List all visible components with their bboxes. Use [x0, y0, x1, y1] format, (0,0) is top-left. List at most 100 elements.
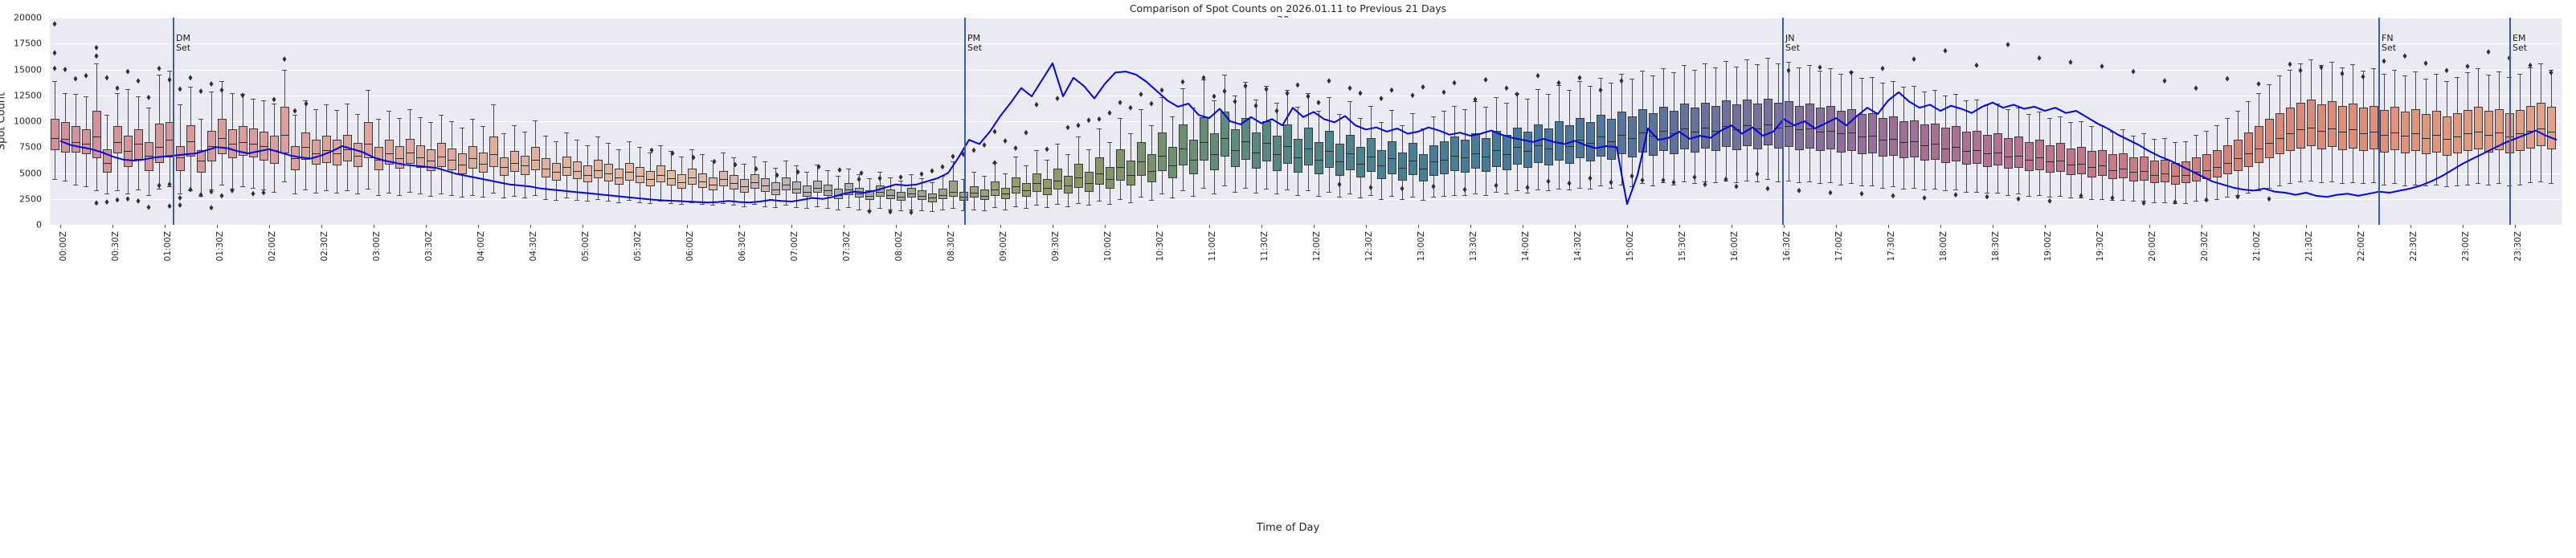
outlier-marker: [1859, 190, 1864, 197]
outlier-marker: [1546, 178, 1551, 185]
box: [509, 151, 519, 173]
y-tick-label: 12500: [14, 90, 42, 101]
median-line: [1951, 147, 1961, 149]
median-line: [1199, 141, 1208, 143]
median-line: [1188, 159, 1198, 161]
y-tick-label: 15000: [14, 64, 42, 75]
outlier-marker: [1306, 93, 1310, 100]
median-line: [468, 158, 477, 160]
outlier-marker: [63, 67, 67, 72]
whisker-cap: [2329, 181, 2334, 182]
median-line: [1784, 126, 1793, 128]
outlier-marker: [712, 158, 717, 165]
whisker-cap: [1400, 198, 1405, 200]
whisker-cap: [460, 197, 464, 198]
outlier-marker: [2204, 197, 2209, 203]
whisker-cap: [449, 194, 454, 196]
whisker-cap: [742, 163, 746, 165]
box: [426, 149, 435, 171]
box: [1230, 129, 1240, 167]
outlier-marker: [157, 65, 162, 71]
x-tick-label: 02:30Z: [320, 231, 329, 262]
whisker-cap: [1870, 185, 1875, 186]
whisker-cap: [648, 202, 652, 204]
whisker-cap: [178, 193, 182, 195]
whisker-cap: [1441, 195, 1446, 197]
whisker-cap: [877, 208, 882, 210]
x-tick-label: 21:00Z: [2252, 231, 2262, 262]
event-label: DM Set: [176, 33, 191, 53]
x-tick-mark: [1470, 225, 1471, 228]
box: [1397, 152, 1407, 181]
outlier-marker: [1034, 101, 1039, 108]
outlier-marker: [2340, 71, 2345, 77]
median-line: [1115, 166, 1125, 168]
median-line: [1836, 133, 1846, 135]
whisker-cap: [1567, 90, 1572, 92]
whisker-cap: [1107, 141, 1112, 143]
whisker-cap: [1891, 80, 1895, 82]
box: [2546, 106, 2556, 149]
whisker-cap: [2079, 121, 2083, 122]
whisker-cap: [867, 177, 872, 179]
whisker-cap: [292, 193, 297, 195]
median-line: [1585, 143, 1595, 145]
median-line: [2160, 173, 2169, 174]
whisker-cap: [2256, 93, 2261, 95]
outlier-marker: [733, 161, 738, 168]
whisker-cap: [533, 194, 538, 196]
box: [2045, 145, 2055, 173]
box: [1721, 100, 1731, 148]
x-tick-label: 09:30Z: [1051, 231, 1061, 262]
whisker-cap: [971, 172, 976, 173]
box: [572, 161, 582, 180]
whisker-cap: [1316, 195, 1321, 197]
box: [1846, 108, 1856, 152]
whisker-cap: [763, 206, 767, 207]
median-line: [854, 193, 864, 195]
box: [1606, 119, 1616, 160]
whisker-cap: [1452, 105, 1457, 107]
whisker-cap: [230, 93, 235, 95]
box: [489, 136, 498, 167]
whisker-cap: [2131, 201, 2136, 202]
x-tick-mark: [2358, 225, 2359, 228]
median-line: [1314, 159, 1323, 161]
x-tick-label: 14:30Z: [1573, 231, 1583, 262]
box: [50, 119, 59, 151]
box: [1888, 116, 1898, 156]
outlier-marker: [1922, 194, 1927, 201]
box: [415, 145, 425, 169]
whisker-cap: [2392, 69, 2397, 71]
box: [2139, 156, 2149, 181]
x-tick-mark: [321, 225, 322, 228]
whisker-cap: [2204, 130, 2209, 132]
whisker-cap: [1692, 69, 1697, 71]
whisker-cap: [1013, 206, 1018, 207]
box: [311, 140, 321, 165]
box: [353, 143, 362, 167]
y-tick-label: 0: [36, 219, 42, 230]
whisker-cap: [2277, 185, 2282, 186]
whisker-cap: [2037, 194, 2042, 196]
median-line: [1763, 124, 1773, 125]
x-tick-label: 11:30Z: [1260, 231, 1270, 262]
whisker-cap: [1598, 77, 1603, 79]
outlier-marker: [1629, 173, 1634, 179]
outlier-marker: [930, 168, 934, 174]
x-tick-mark: [1157, 225, 1158, 228]
median-line: [635, 176, 644, 177]
whisker-cap: [1807, 181, 1812, 182]
median-line: [2087, 166, 2096, 168]
box: [1763, 98, 1773, 145]
median-line: [1335, 161, 1344, 163]
median-line: [1794, 129, 1804, 131]
whisker-cap: [1389, 109, 1394, 111]
outlier-marker: [115, 197, 120, 203]
box: [1178, 124, 1188, 166]
outlier-marker: [1347, 85, 1352, 92]
outlier-marker: [188, 186, 193, 193]
whisker-cap: [554, 200, 558, 202]
whisker-cap: [1431, 116, 1436, 117]
box: [2233, 140, 2243, 171]
